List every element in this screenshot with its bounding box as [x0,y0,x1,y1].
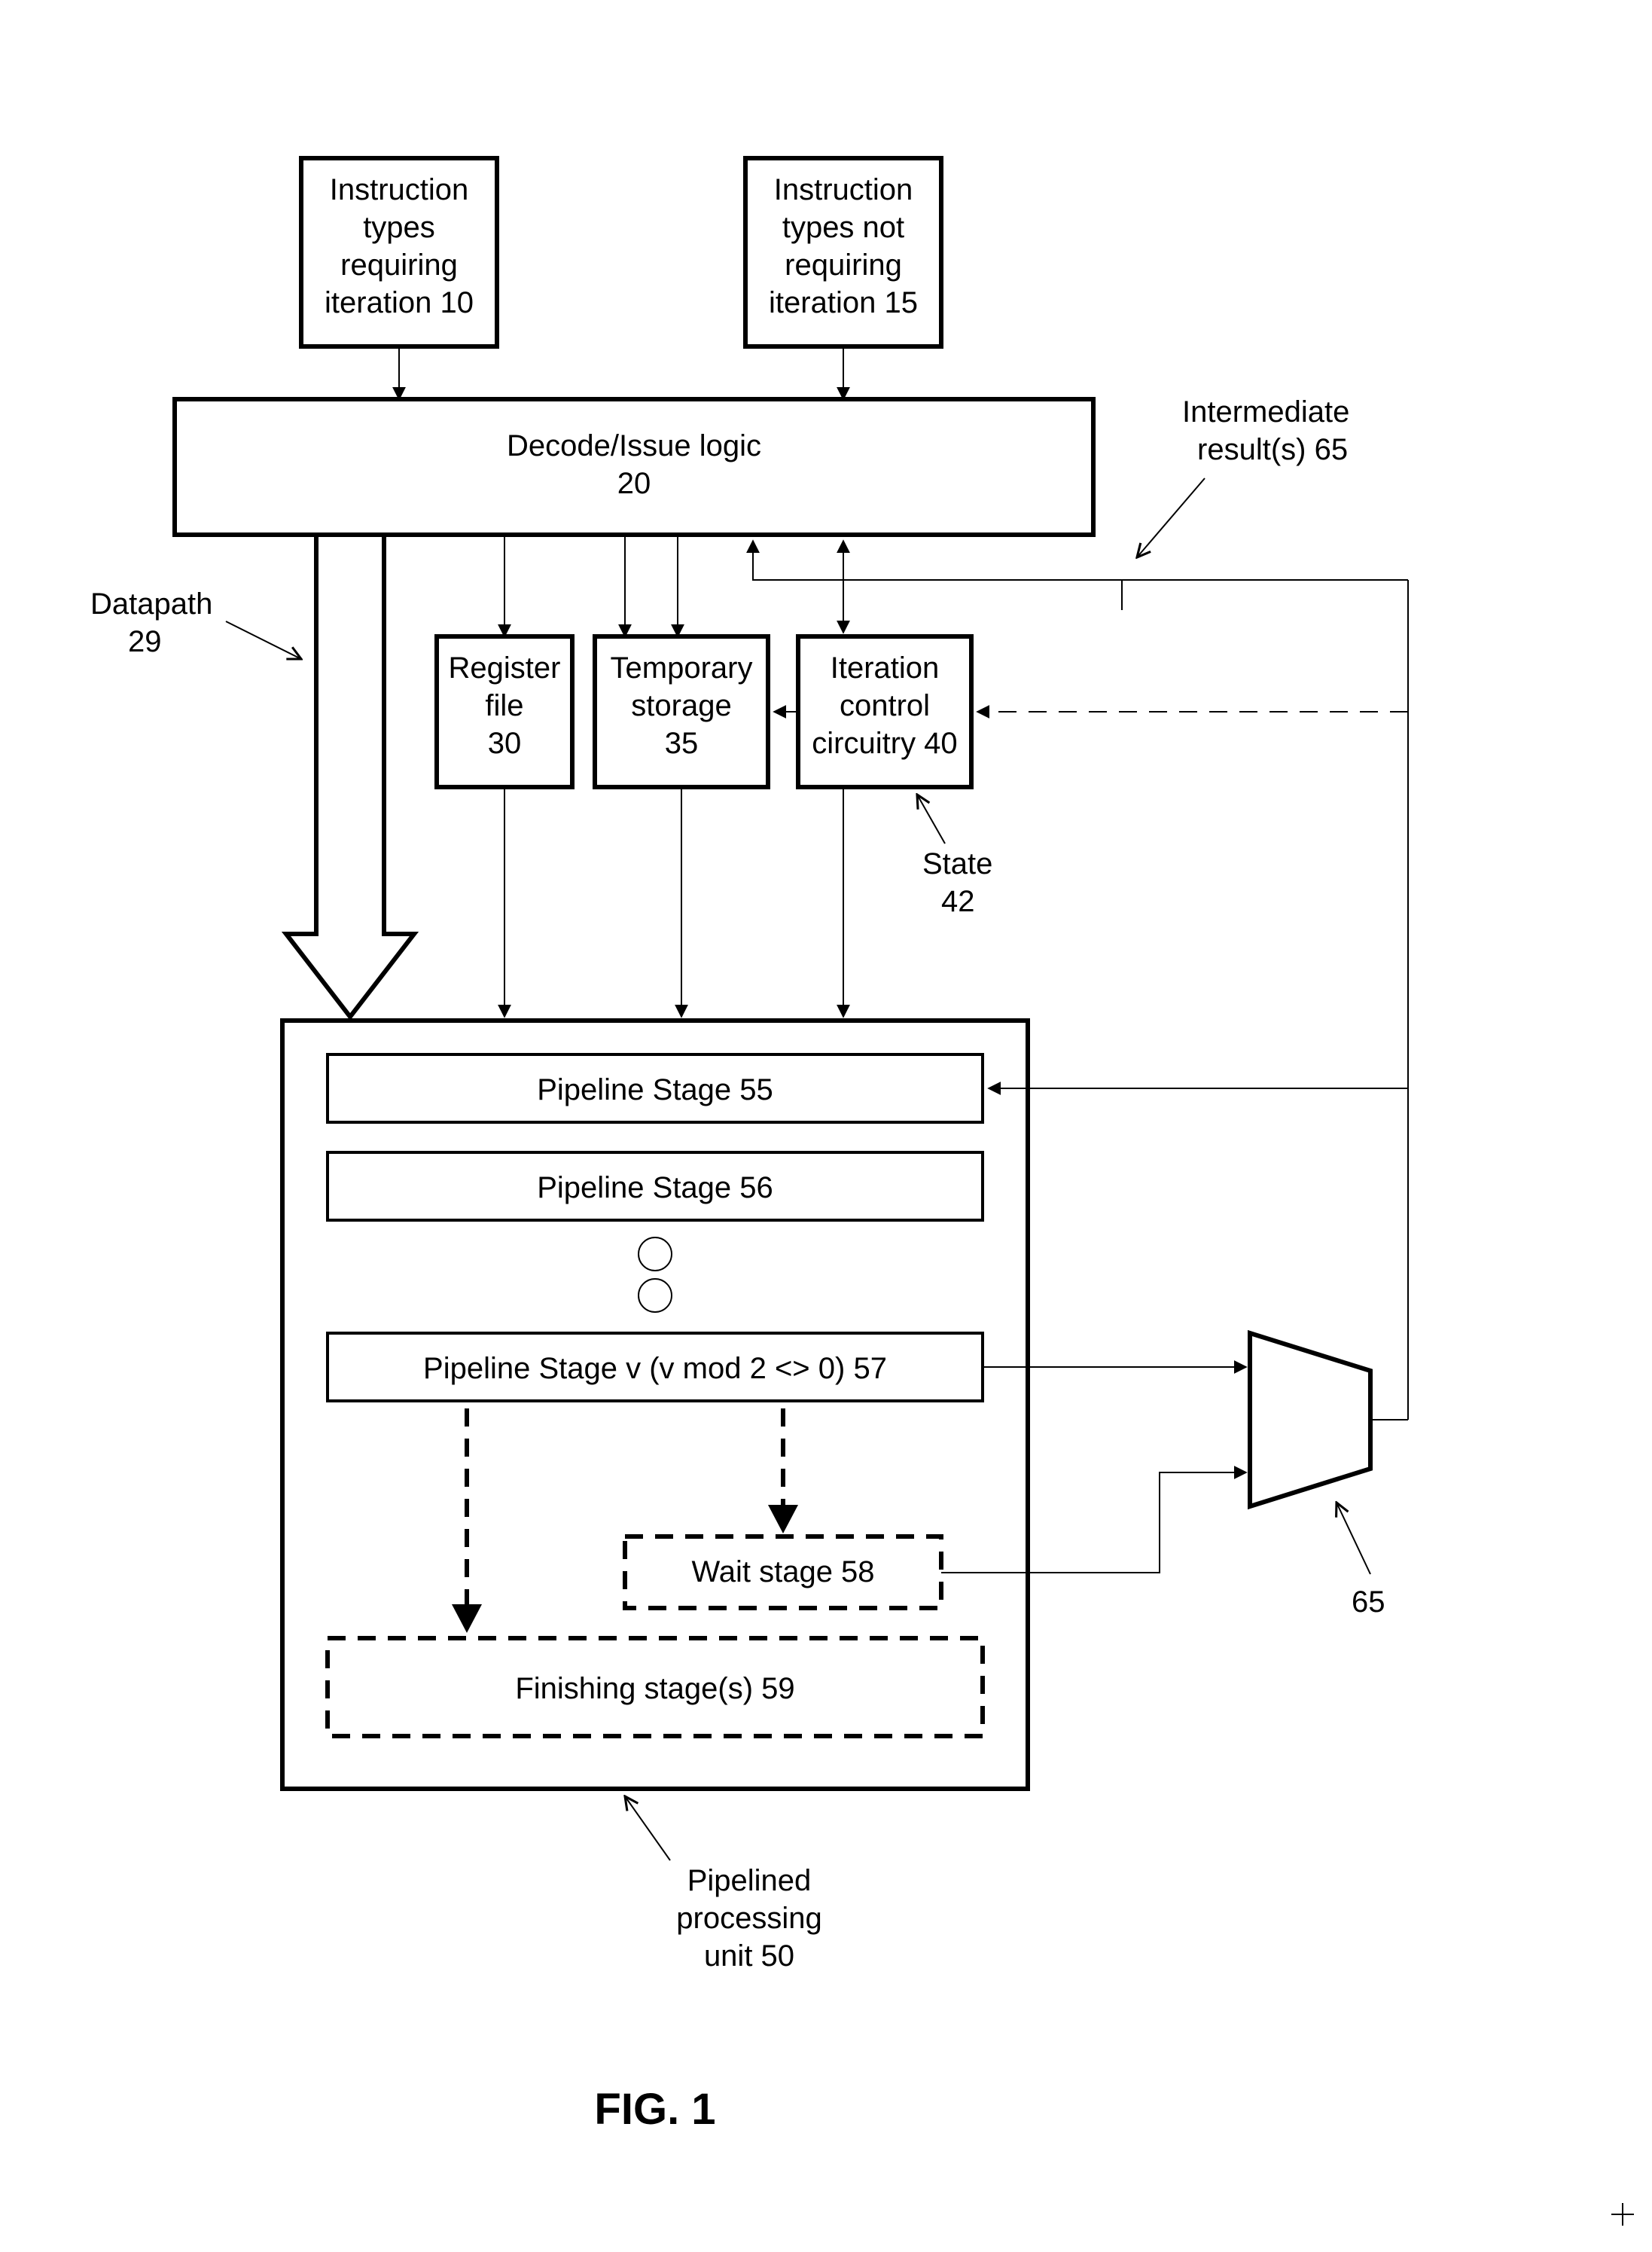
box-finishing-stages: Finishing stage(s) 59 [328,1638,983,1736]
arrow-wait-to-mux [941,1472,1246,1573]
state-l2: 42 [941,885,975,918]
tempstore-l1: Temporary [611,651,753,685]
iterctrl-l1: Iteration [831,651,940,685]
box-pipeline-stage-v: Pipeline Stage v (v mod 2 <> 0) 57 [328,1333,983,1401]
instr-iter-l2: types [363,211,435,244]
corner-mark [1611,2203,1634,2226]
pointer-mux [1337,1503,1370,1574]
datapath-l1: Datapath [90,587,212,621]
wire-to-decode-bottom [753,541,1122,580]
box-iteration-control-circuitry: Iteration control circuitry 40 [798,636,971,787]
regfile-l2: file [485,689,523,722]
box-register-file: Register file 30 [437,636,572,787]
wait-text: Wait stage 58 [691,1555,874,1588]
figure-title: FIG. 1 [594,2085,715,2134]
tempstore-l2: storage [631,689,731,722]
instr-noiter-l1: Instruction [774,173,913,206]
pointer-state [917,795,945,844]
box-pipeline-stage-55: Pipeline Stage 55 [328,1054,983,1122]
instr-iter-l4: iteration 10 [325,286,474,319]
dashed-arrow-stage-v-to-wait [768,1408,798,1533]
intermediate-l2: result(s) 65 [1197,433,1348,466]
regfile-l3: 30 [488,727,522,760]
state-l1: State [922,847,992,880]
datapath-l2: 29 [128,625,162,658]
instr-noiter-l4: iteration 15 [769,286,918,319]
label-pipelined-processing-unit: Pipelined processing unit 50 [676,1864,821,1973]
mux-label: 65 [1352,1585,1385,1619]
pipelined-l1: Pipelined [687,1864,812,1897]
instr-iter-l3: requiring [340,249,458,282]
iterctrl-l3: circuitry 40 [812,727,957,760]
tempstore-l3: 35 [665,727,699,760]
ellipsis-circle-1 [639,1237,672,1271]
iterctrl-l2: control [840,689,930,722]
box-instruction-requiring-iteration: Instruction types requiring iteration 10 [301,158,497,346]
box-wait-stage: Wait stage 58 [625,1536,941,1608]
mux [1250,1333,1370,1506]
intermediate-l1: Intermediate [1182,395,1349,429]
finish-text: Finishing stage(s) 59 [515,1672,794,1705]
instr-iter-l1: Instruction [330,173,469,206]
label-state: State 42 [922,847,992,918]
pointer-intermediate [1137,478,1205,557]
ellipsis-circle-2 [639,1279,672,1312]
instr-noiter-l2: types not [782,211,904,244]
box-pipeline-stage-56: Pipeline Stage 56 [328,1152,983,1220]
box-decode-issue-logic: Decode/Issue logic 20 [175,399,1093,535]
box-instruction-not-requiring-iteration: Instruction types not requiring iteratio… [745,158,941,346]
stage56-text: Pipeline Stage 56 [537,1171,773,1204]
decode-l2: 20 [617,467,651,500]
pointer-datapath [226,621,301,659]
block-arrow-datapath [286,535,414,1017]
decode-l1: Decode/Issue logic [507,429,761,462]
regfile-l1: Register [449,651,561,685]
pipelined-l2: processing [676,1902,821,1935]
stage57-text: Pipeline Stage v (v mod 2 <> 0) 57 [423,1352,887,1385]
instr-noiter-l3: requiring [785,249,902,282]
label-datapath: Datapath 29 [90,587,212,658]
box-temporary-storage: Temporary storage 35 [595,636,768,787]
pipelined-l3: unit 50 [704,1939,794,1973]
dashed-arrow-stage-v-to-finish [452,1408,482,1633]
pointer-pipelined-unit [625,1796,670,1860]
stage55-text: Pipeline Stage 55 [537,1073,773,1106]
label-intermediate-result: Intermediate result(s) 65 [1182,395,1349,466]
